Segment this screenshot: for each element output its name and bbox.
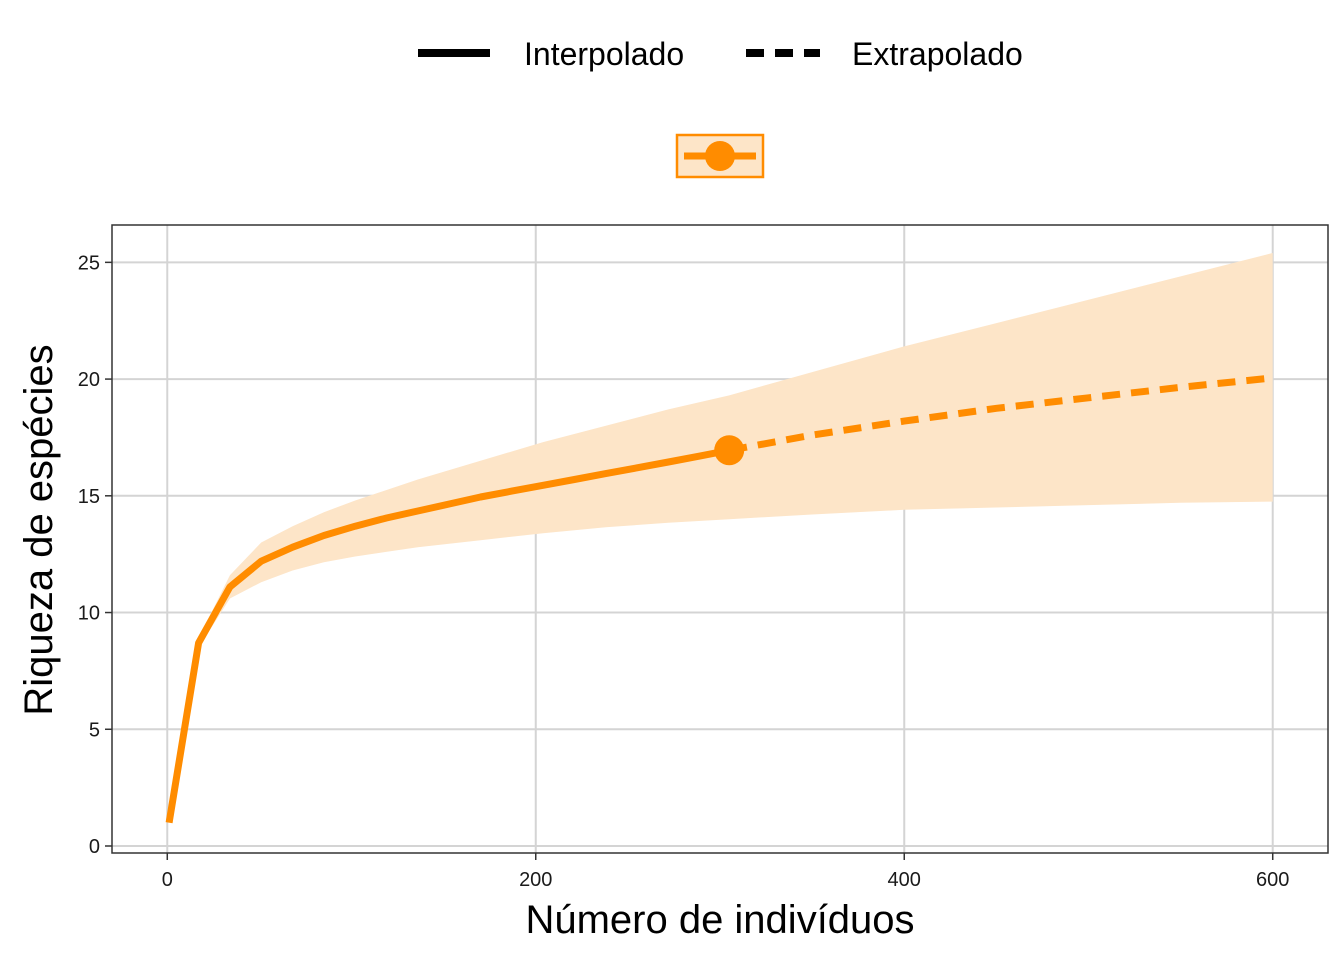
y-tick-label: 10: [78, 603, 100, 625]
x-tick-label: 200: [519, 869, 552, 891]
y-tick-label: 15: [78, 486, 100, 508]
observed-point: [714, 435, 745, 466]
legend-color-key: [675, 133, 765, 179]
extrapolated-line: [728, 374, 1274, 454]
y-tick-label: 20: [78, 369, 100, 391]
interpolated-line: [165, 446, 730, 824]
x-tick-label: 0: [162, 869, 173, 891]
legend-label-extrapolado: Extrapolado: [852, 36, 1023, 72]
x-axis-title: Número de indivíduos: [525, 898, 914, 942]
y-tick-label: 0: [89, 836, 100, 858]
y-axis-title: Riqueza de espécies: [17, 344, 61, 715]
x-tick-label: 600: [1256, 869, 1289, 891]
confidence-ribbon: [169, 253, 1273, 823]
x-tick-label: 400: [888, 869, 921, 891]
y-tick-label: 5: [89, 719, 100, 741]
panel-border: [111, 224, 1329, 854]
y-tick-label: 25: [78, 252, 100, 274]
legend-label-interpolado: Interpolado: [524, 36, 684, 72]
y-axis: 0 5 10 15 20 25: [78, 252, 112, 858]
plot-panel: [111, 224, 1329, 854]
legend-color-key-point: [705, 141, 735, 171]
x-axis: 0 200 400 600: [162, 853, 1289, 891]
legend: Interpolado Extrapolado: [418, 36, 1023, 179]
